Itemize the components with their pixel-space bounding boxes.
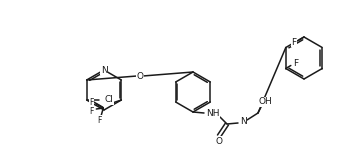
Text: F: F xyxy=(97,116,102,124)
Text: F: F xyxy=(89,107,94,116)
Text: OH: OH xyxy=(258,97,272,107)
Text: O: O xyxy=(215,136,223,145)
Text: N: N xyxy=(101,65,107,75)
Text: NH: NH xyxy=(206,109,220,119)
Text: N: N xyxy=(240,117,246,127)
Text: F: F xyxy=(291,37,297,47)
Text: F: F xyxy=(293,59,298,68)
Text: Cl: Cl xyxy=(104,96,113,104)
Text: O: O xyxy=(136,72,143,80)
Text: F: F xyxy=(89,97,94,107)
